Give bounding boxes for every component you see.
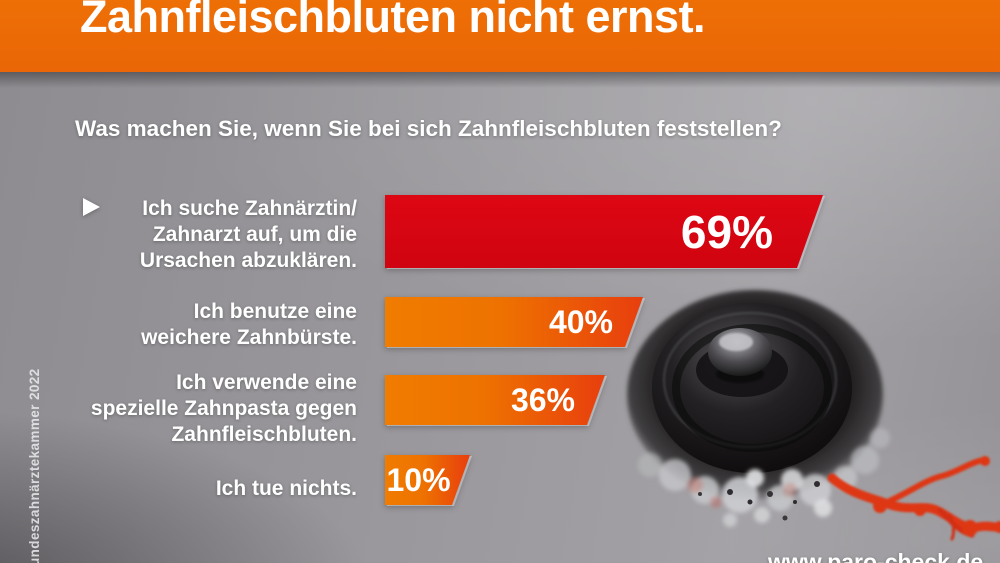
label-line: Ich suche Zahnärztin/	[142, 197, 357, 220]
bar-label-3: Ich verwende eine spezielle Zahnpasta ge…	[91, 370, 357, 448]
bar-label-4: Ich tue nichts.	[216, 476, 357, 502]
label-line: spezielle Zahnpasta gegen	[90, 397, 357, 420]
label-line: Zahnarzt auf, um die	[152, 223, 357, 246]
label-line: Zahnfleischbluten.	[171, 423, 357, 446]
headline-banner: Zahnfleischbluten nicht ernst.	[0, 0, 1000, 72]
bar-label-2: Ich benutze eine weichere Zahnbürste.	[141, 299, 357, 351]
label-line: Ich tue nichts.	[215, 477, 357, 500]
survey-question: Was machen Sie, wenn Sie bei sich Zahnfl…	[75, 116, 782, 141]
bar-value-label: 10%	[386, 461, 451, 498]
bar-dentist: 69%	[385, 195, 823, 268]
bar-value-label: 69%	[680, 205, 773, 258]
bar-label-1: Ich suche Zahnärztin/ Zahnarzt auf, um d…	[140, 196, 357, 274]
blood-streak	[827, 456, 1000, 541]
label-line: weichere Zahnbürste.	[141, 326, 357, 349]
bar-value-label: 40%	[548, 303, 613, 340]
website-url: www.paro-check.de	[768, 549, 984, 563]
bar-shape: 69%	[385, 195, 823, 268]
headline-text: Zahnfleischbluten nicht ernst.	[80, 0, 706, 42]
foam-specks	[698, 481, 820, 521]
drain-plug	[627, 290, 883, 500]
drain-blood-photo	[627, 290, 1000, 541]
source-vertical-text: undeszahnärztekammer 2022	[27, 368, 42, 563]
label-line: Ich verwende eine	[176, 371, 357, 394]
bar-shape: 10%	[385, 455, 470, 505]
bar-softer-toothbrush: 40%	[385, 297, 643, 347]
bar-shape: 40%	[385, 297, 643, 347]
foam-bubbles	[638, 428, 890, 527]
bar-value-label: 36%	[510, 381, 575, 418]
arrow-marker-icon	[83, 198, 100, 216]
label-line: Ich benutze eine	[193, 300, 357, 323]
bar-shape: 36%	[385, 375, 605, 425]
label-line: Ursachen abzuklären.	[139, 249, 357, 272]
bar-special-toothpaste: 36%	[385, 375, 605, 425]
bar-do-nothing: 10%	[385, 455, 470, 505]
